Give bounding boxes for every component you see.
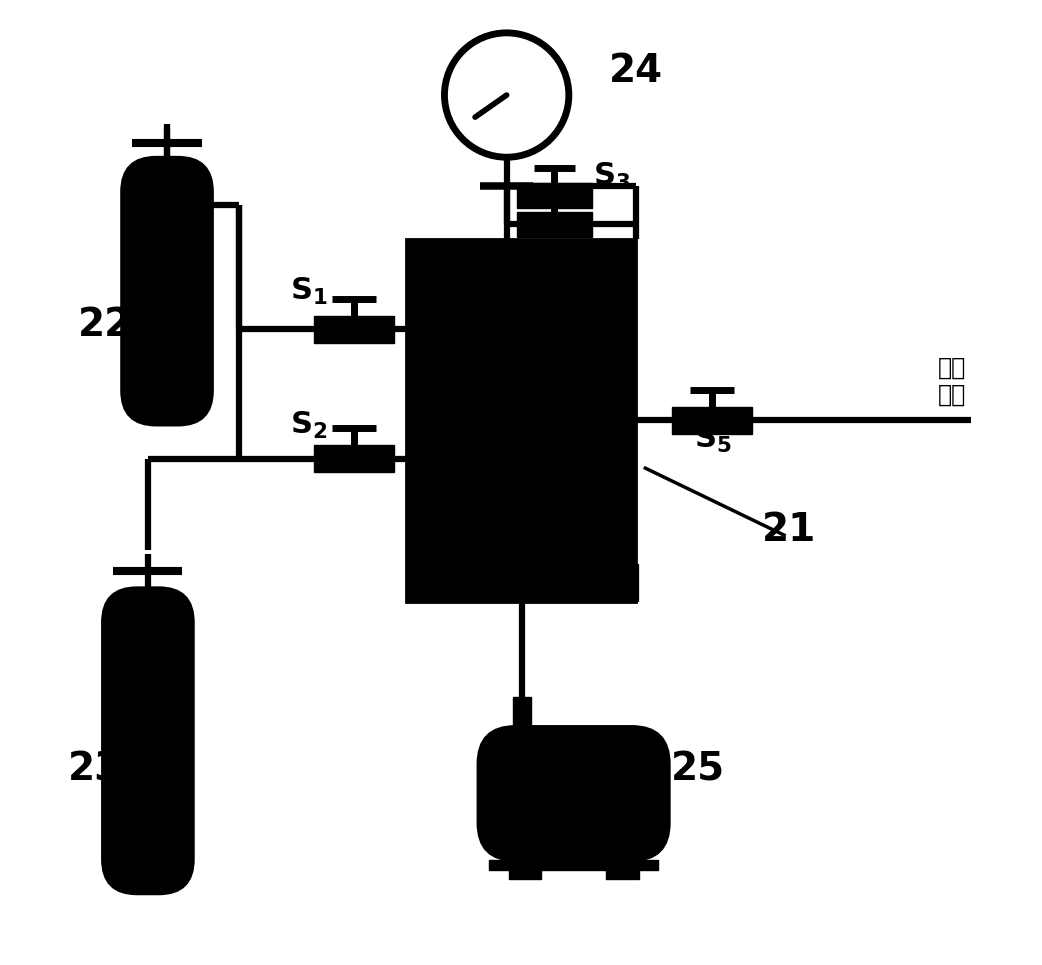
Bar — [518, 183, 592, 207]
Bar — [508, 870, 541, 879]
Text: 充气: 充气 — [938, 356, 966, 379]
FancyBboxPatch shape — [102, 588, 194, 894]
FancyBboxPatch shape — [478, 727, 669, 861]
Bar — [498, 551, 572, 576]
Bar — [672, 407, 752, 433]
Text: $\mathbf{S_1}$: $\mathbf{S_1}$ — [290, 276, 327, 307]
Text: 24: 24 — [609, 52, 663, 90]
Text: $\mathbf{S_5}$: $\mathbf{S_5}$ — [694, 424, 731, 455]
Text: 23: 23 — [68, 751, 122, 788]
Text: $\mathbf{S_2}$: $\mathbf{S_2}$ — [290, 409, 327, 441]
Text: 出口: 出口 — [938, 382, 966, 406]
Text: $\mathbf{S_4}$: $\mathbf{S_4}$ — [576, 524, 615, 556]
Text: 21: 21 — [762, 511, 816, 549]
Bar — [406, 238, 636, 602]
FancyBboxPatch shape — [122, 157, 213, 426]
Text: $\mathbf{S_3}$: $\mathbf{S_3}$ — [593, 161, 630, 192]
Bar — [314, 316, 394, 343]
Text: 25: 25 — [671, 751, 725, 788]
Bar — [518, 211, 592, 236]
Bar — [314, 445, 394, 472]
Bar — [514, 697, 530, 727]
Text: 22: 22 — [78, 306, 132, 344]
Bar — [490, 861, 658, 870]
Bar — [606, 870, 639, 879]
